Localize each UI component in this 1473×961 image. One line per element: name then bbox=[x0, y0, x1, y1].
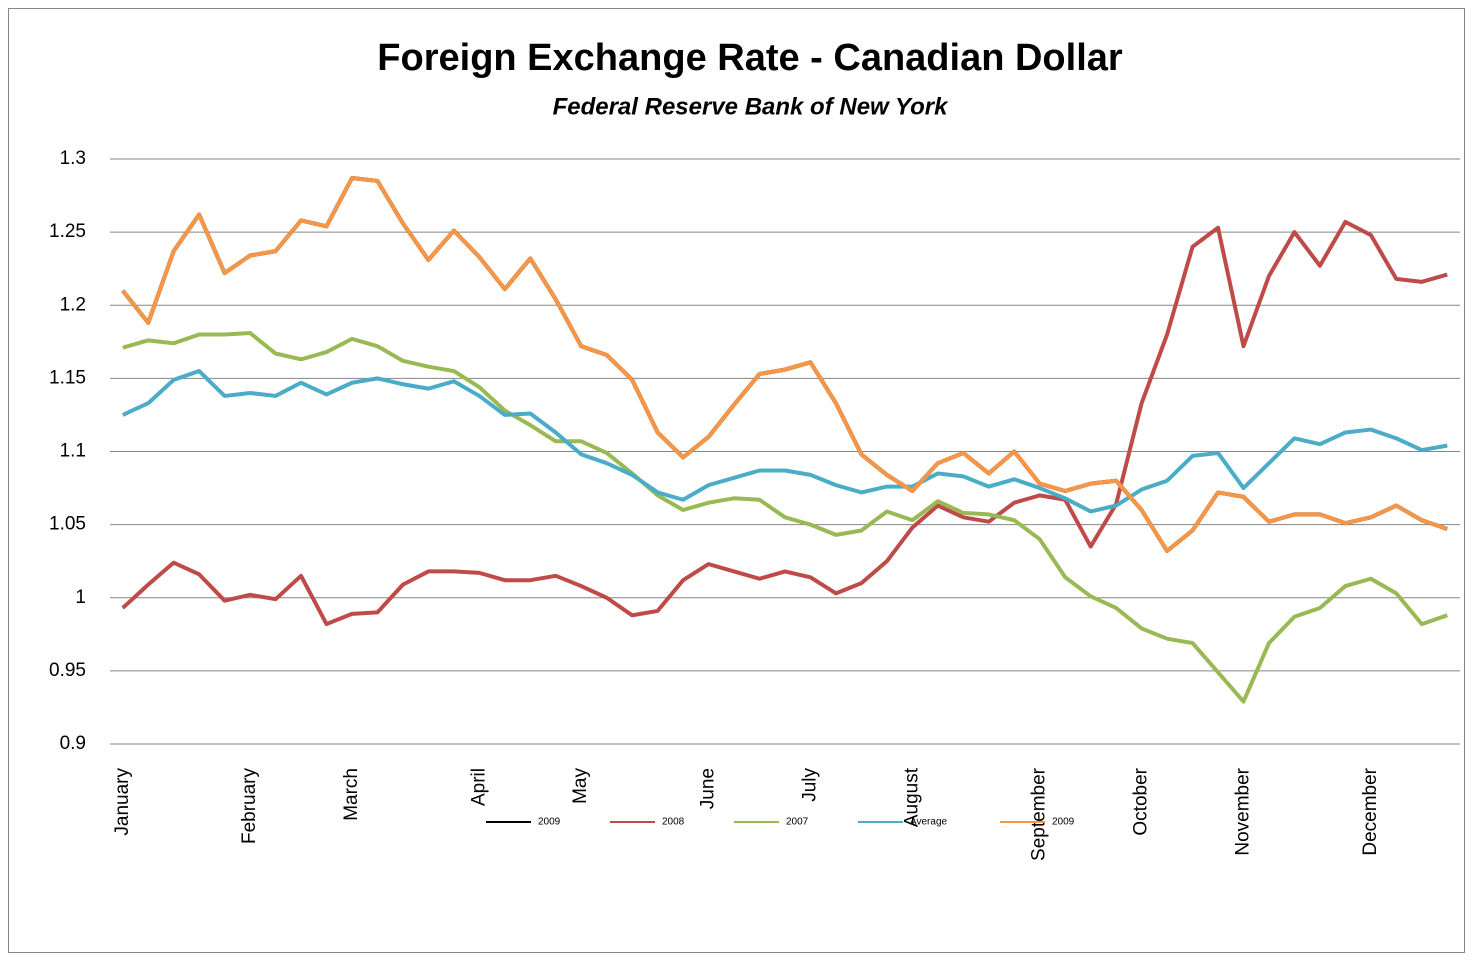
x-tick-label: November bbox=[1233, 767, 1254, 855]
legend-label: 2009 bbox=[1052, 817, 1075, 828]
y-tick-label: 1 bbox=[75, 587, 86, 608]
x-tick-label: December bbox=[1360, 767, 1381, 855]
chart-subtitle: Federal Reserve Bank of New York bbox=[553, 93, 949, 120]
x-tick-label: March bbox=[341, 768, 362, 821]
legend: 2009 2008 2007 Average 2009 bbox=[486, 817, 1075, 828]
y-tick-label: 1.3 bbox=[60, 148, 86, 169]
y-tick-label: 1.2 bbox=[60, 294, 86, 315]
series-line bbox=[121, 176, 1448, 553]
legend-label: 2007 bbox=[786, 817, 809, 828]
x-tick-label: August bbox=[901, 767, 922, 827]
series-line bbox=[121, 369, 1448, 514]
plot-lines bbox=[121, 176, 1448, 704]
y-tick-label: 1.15 bbox=[49, 367, 86, 388]
x-tick-label: September bbox=[1029, 767, 1050, 861]
y-tick-label: 1.25 bbox=[49, 221, 86, 242]
series-line bbox=[121, 219, 1448, 627]
x-tick-label: October bbox=[1131, 767, 1152, 835]
series-line bbox=[122, 331, 1448, 704]
x-tick-label: June bbox=[698, 768, 719, 809]
x-tick-label: February bbox=[239, 768, 260, 845]
grid: 0.9 0.95 1 1.05 1.1 1.15 1.2 1.25 1.3 January Febr… bbox=[49, 148, 1460, 861]
x-tick-label: July bbox=[799, 768, 820, 802]
chart-border bbox=[8, 8, 1465, 953]
legend-label: 2009 bbox=[538, 817, 561, 828]
chart-title: Foreign Exchange Rate - Canadian Dollar bbox=[377, 37, 1123, 79]
y-tick-label: 1.1 bbox=[60, 441, 86, 462]
x-tick-label: May bbox=[570, 768, 591, 804]
y-tick-label: 1.05 bbox=[49, 514, 86, 535]
legend-label: 2008 bbox=[662, 817, 685, 828]
x-tick-label: April bbox=[468, 768, 489, 806]
legend-label: Average bbox=[910, 817, 948, 828]
y-tick-label: 0.95 bbox=[49, 660, 86, 681]
y-tick-label: 0.9 bbox=[60, 733, 86, 754]
x-tick-label: January bbox=[112, 768, 133, 836]
